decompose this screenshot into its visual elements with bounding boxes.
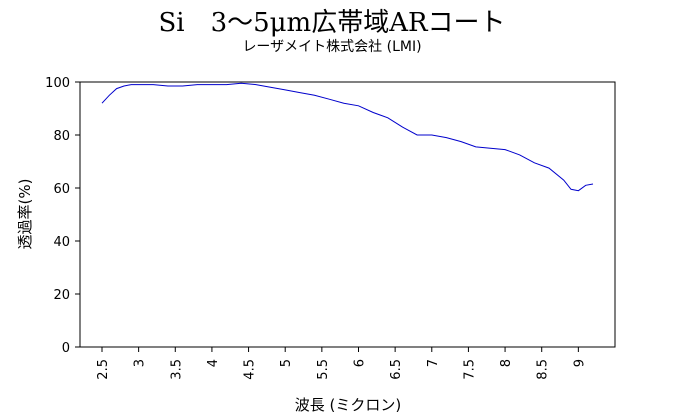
x-tick-label: 5 [279,359,294,367]
x-tick-label: 4.5 [243,359,258,380]
x-tick-label: 7 [426,359,441,367]
x-tick-label: 9 [572,359,587,367]
x-tick-label: 7.5 [462,359,477,380]
y-tick-label: 20 [53,288,70,303]
y-tick-label: 40 [53,235,70,250]
y-tick-label: 100 [45,76,70,91]
y-axis: 0 20 40 60 80 100 [45,76,80,356]
plot-area [79,81,616,348]
x-axis: 2.5 3 3.5 4 4.5 5 5.5 6 6.5 7 7.5 8 8.5 9 [96,347,587,380]
chart-subtitle: レーザメイト株式会社 (LMI) [242,39,421,55]
y-axis-label: 透過率(%) [16,179,34,250]
y-tick-label: 80 [53,129,70,144]
y-tick-label: 60 [53,182,70,197]
x-tick-label: 4 [206,359,221,367]
series-layer [101,82,594,192]
x-tick-label: 3 [133,359,148,367]
x-tick-label: 6 [352,359,367,367]
series-line [101,82,594,192]
chart-title: Si 3～5μm広帯域ARコート [158,8,505,38]
x-tick-label: 8 [499,359,514,367]
x-tick-label: 5.5 [316,359,331,380]
x-tick-label: 8.5 [536,359,551,380]
x-axis-label: 波長 (ミクロン) [295,396,401,414]
x-tick-label: 3.5 [169,359,184,380]
x-tick-label: 6.5 [389,359,404,380]
y-tick-label: 0 [62,341,70,356]
x-tick-label: 2.5 [96,359,111,380]
